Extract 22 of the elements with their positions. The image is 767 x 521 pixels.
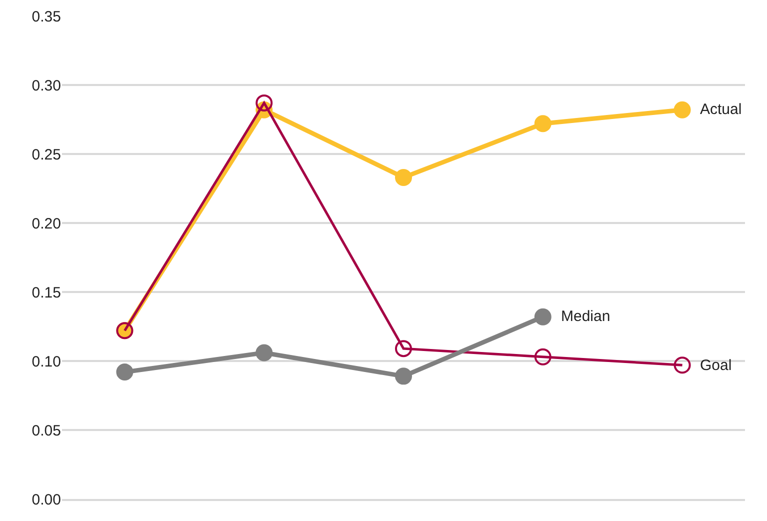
point: [534, 308, 552, 326]
point: [674, 356, 691, 374]
point: [534, 115, 552, 132]
series-label: Actual: [700, 101, 742, 118]
y-tick-label: 0.35: [32, 8, 61, 26]
y-tick-label: 0.10: [32, 353, 61, 370]
point: [395, 340, 412, 358]
point: [674, 101, 691, 118]
point: [534, 348, 552, 366]
point: [395, 368, 412, 385]
y-tick-label: 0.05: [32, 422, 61, 440]
point: [116, 364, 134, 381]
y-tick-label: 0.15: [32, 284, 61, 302]
y-tick-label: 0.30: [32, 77, 61, 94]
y-tick-label: 0.25: [32, 146, 61, 164]
y-tick-label: 0.20: [32, 215, 61, 232]
point: [395, 168, 412, 186]
series-label: Goal: [700, 357, 732, 374]
y-tick-label: 0.00: [32, 491, 61, 508]
point: [256, 94, 273, 112]
point: [256, 344, 273, 362]
series-label: Median: [561, 308, 610, 325]
